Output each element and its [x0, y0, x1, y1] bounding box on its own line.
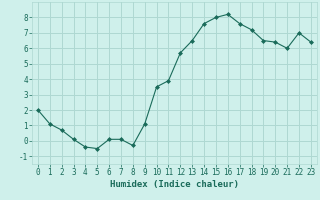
X-axis label: Humidex (Indice chaleur): Humidex (Indice chaleur) — [110, 180, 239, 189]
